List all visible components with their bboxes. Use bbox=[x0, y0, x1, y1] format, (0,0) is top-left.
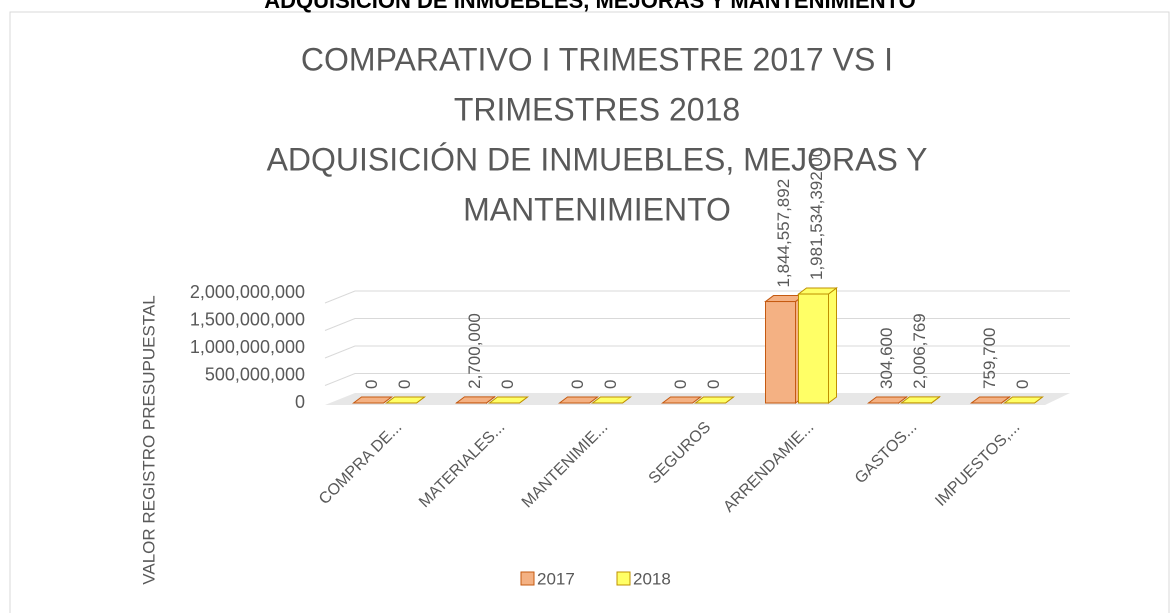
chart-title: TRIMESTRES 2018 bbox=[454, 91, 740, 127]
bar bbox=[352, 396, 393, 404]
bar-top bbox=[797, 287, 838, 295]
value-label: 2,006,769 bbox=[910, 313, 929, 389]
chart-title: ADQUISICIÓN DE INMUEBLES, MEJORAS Y bbox=[267, 141, 928, 177]
chart-title: MANTENIMIENTO bbox=[463, 191, 731, 227]
bar-top bbox=[352, 396, 393, 404]
bar-front bbox=[765, 301, 796, 404]
bar bbox=[488, 396, 529, 404]
y-tick-label: 1,000,000,000 bbox=[190, 337, 305, 357]
bar-top bbox=[558, 396, 599, 404]
bar bbox=[558, 396, 599, 404]
value-label: 1,844,557,892 bbox=[774, 179, 793, 288]
value-label: 2,700,000 bbox=[465, 313, 484, 389]
value-label: 304,600 bbox=[877, 328, 896, 389]
value-label: 1,981,534,392.00 bbox=[807, 148, 826, 280]
bar bbox=[591, 396, 632, 404]
chart-frame bbox=[9, 11, 1170, 613]
bar bbox=[797, 287, 838, 404]
bar-side bbox=[828, 287, 837, 404]
y-tick-label: 1,500,000,000 bbox=[190, 309, 305, 329]
bar-top bbox=[970, 396, 1011, 404]
bar-top bbox=[1003, 396, 1044, 404]
value-label: 759,700 bbox=[980, 328, 999, 389]
value-label: 0 bbox=[362, 380, 381, 389]
bar-top bbox=[867, 396, 908, 404]
value-label: 0 bbox=[704, 380, 723, 389]
legend-swatch bbox=[616, 571, 631, 586]
bar bbox=[661, 396, 702, 404]
bar-top bbox=[591, 396, 632, 404]
bar bbox=[694, 396, 735, 404]
bar bbox=[455, 395, 496, 404]
y-tick-label: 500,000,000 bbox=[205, 364, 305, 384]
value-label: 0 bbox=[671, 380, 690, 389]
bar-front bbox=[798, 293, 829, 404]
legend-swatch bbox=[520, 571, 535, 586]
page-header: ADQUISICIÓN DE INMUEBLES, MEJORAS Y MANT… bbox=[264, 0, 916, 13]
bar bbox=[900, 395, 941, 404]
bar bbox=[385, 396, 426, 404]
bar-top bbox=[385, 396, 426, 404]
value-label: 0 bbox=[395, 380, 414, 389]
y-tick-label: 2,000,000,000 bbox=[190, 282, 305, 302]
bar bbox=[867, 395, 908, 404]
bar-top bbox=[455, 396, 496, 404]
value-label: 0 bbox=[498, 380, 517, 389]
bar-top bbox=[661, 396, 702, 404]
bar bbox=[970, 395, 1011, 404]
legend-label: 2017 bbox=[537, 569, 575, 588]
y-axis-label: VALOR REGISTRO PRESUPUESTAL bbox=[139, 295, 158, 584]
value-label: 0 bbox=[568, 380, 587, 389]
bar-top bbox=[488, 396, 529, 404]
chart-title: COMPARATIVO I TRIMESTRE 2017 VS I bbox=[301, 41, 893, 77]
value-label: 0 bbox=[1013, 380, 1032, 389]
value-label: 0 bbox=[601, 380, 620, 389]
legend-label: 2018 bbox=[633, 569, 671, 588]
y-tick-label: 0 bbox=[295, 392, 305, 412]
bar-top bbox=[694, 396, 735, 404]
bar bbox=[764, 294, 805, 404]
bar bbox=[1003, 396, 1044, 404]
bar-top bbox=[900, 396, 941, 404]
